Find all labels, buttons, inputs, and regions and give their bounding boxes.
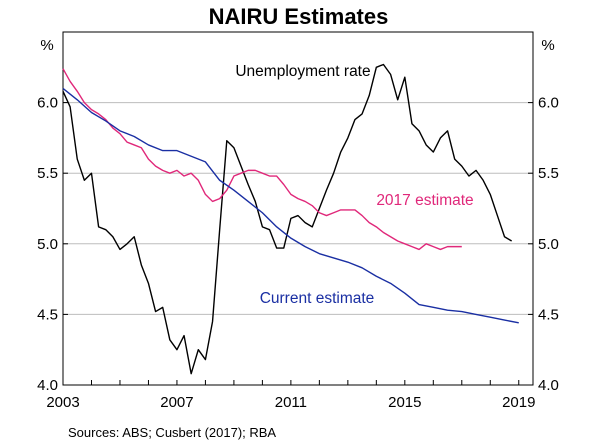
x-tick-label: 2015	[388, 394, 421, 411]
series-layer	[62, 63, 519, 375]
annotation-unemployment-rate: Unemployment rate	[235, 63, 370, 80]
y-axis-right: 4.0 4.5 5.0 5.5 6.0	[528, 95, 559, 394]
x-tick-label: 2007	[160, 394, 193, 411]
series-2017-estimate-line	[62, 68, 462, 251]
x-tick-label: 2011	[275, 394, 307, 411]
y-tick-label-left: 4.5	[37, 306, 58, 323]
y-unit-left: %	[40, 37, 53, 54]
source-note: Sources: ABS; Cusbert (2017); RBA	[68, 425, 276, 440]
plot-frame	[62, 31, 534, 386]
series-unemployment-rate-line	[62, 63, 512, 375]
y-tick-label-left: 6.0	[37, 95, 58, 112]
x-axis: 2003 2007 2011 2015 2019	[46, 380, 535, 411]
y-tick-label-right: 4.5	[538, 306, 559, 323]
y-tick-label-right: 4.0	[538, 377, 559, 394]
gridlines	[63, 102, 533, 315]
chart-title: NAIRU Estimates	[209, 4, 389, 29]
y-tick-label-right: 5.5	[538, 165, 559, 182]
y-tick-label-left: 4.0	[37, 377, 58, 394]
y-axis-left: 4.0 4.5 5.0 5.5 6.0	[37, 95, 68, 394]
annotation-current-estimate: Current estimate	[260, 290, 375, 307]
y-tick-label-left: 5.0	[37, 236, 58, 253]
x-tick-label: 2019	[502, 394, 535, 411]
y-tick-label-right: 6.0	[538, 95, 559, 112]
y-unit-right: %	[541, 37, 554, 54]
annotation-2017-estimate: 2017 estimate	[376, 192, 473, 209]
x-tick-label: 2003	[46, 394, 79, 411]
y-tick-label-left: 5.5	[37, 165, 58, 182]
series-current-estimate-line	[62, 87, 519, 324]
y-tick-label-right: 5.0	[538, 236, 559, 253]
